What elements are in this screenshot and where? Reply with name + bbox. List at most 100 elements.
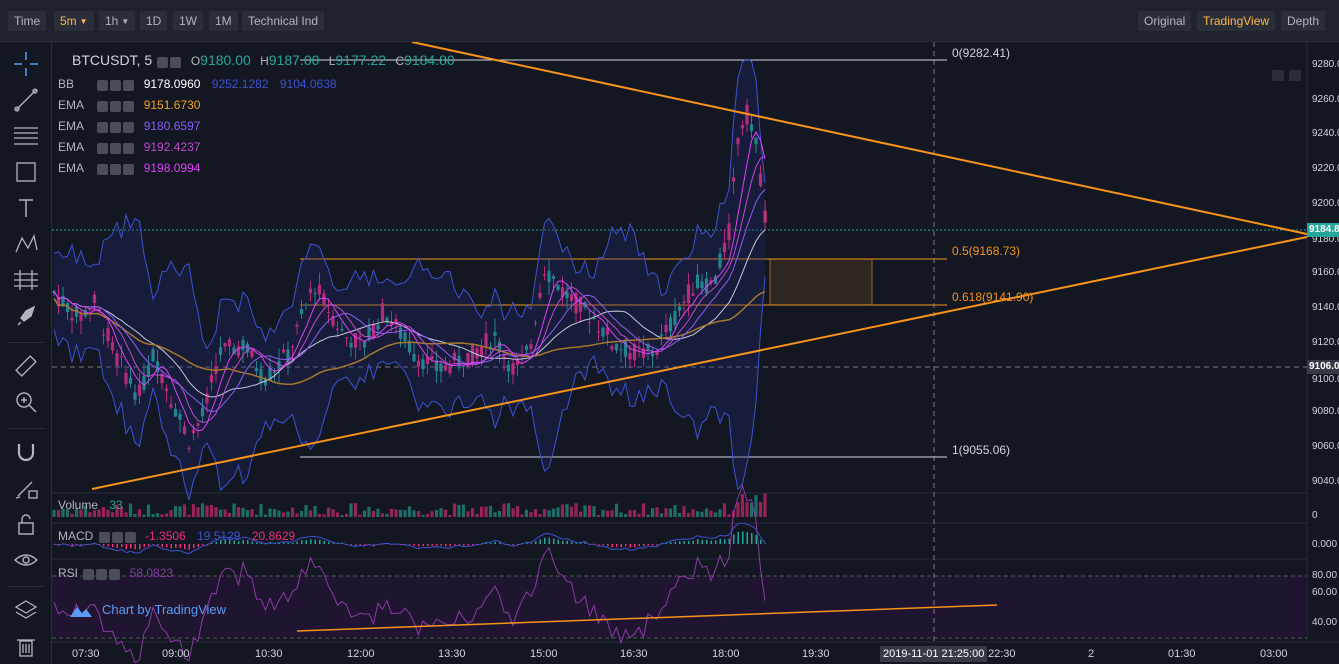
crosshair-icon[interactable] [12, 50, 40, 78]
candle-body [308, 288, 313, 294]
trash-icon[interactable] [12, 632, 40, 660]
candle-body [133, 392, 137, 400]
volume-bar [641, 503, 646, 517]
time-button[interactable]: Time [8, 11, 47, 31]
macd-value-1: -1.3506 [145, 529, 186, 543]
gear-icon[interactable] [111, 532, 123, 544]
eye-icon[interactable] [97, 164, 109, 176]
ema-controls[interactable] [97, 162, 136, 176]
ema-name: EMA [58, 98, 85, 112]
macd-line [53, 522, 766, 555]
volume-bar [367, 506, 371, 517]
volume-bar [304, 505, 308, 517]
eye-icon[interactable] [98, 532, 110, 544]
volume-bar [407, 506, 412, 517]
candle-body [551, 276, 556, 279]
volume-bar [106, 509, 110, 517]
chart-area[interactable]: BTCUSDT, 5 O9180.00 H9187.00 L9177.22 C9… [52, 42, 1339, 664]
zoom-icon[interactable] [12, 388, 40, 416]
close-icon[interactable] [123, 143, 135, 155]
volume-bar [124, 512, 128, 517]
tradingview-view-button[interactable]: TradingView [1197, 11, 1276, 31]
measure-lines-icon[interactable] [12, 266, 40, 294]
legend-controls[interactable] [157, 55, 183, 69]
eye-icon[interactable] [83, 569, 95, 581]
ema-controls[interactable] [97, 141, 136, 155]
ohlc-legend: BTCUSDT, 5 O9180.00 H9187.00 L9177.22 C9… [58, 52, 455, 69]
eye-icon[interactable] [12, 546, 40, 574]
interval-5m-dropdown[interactable]: 5m ▼ [54, 11, 94, 31]
candle-body [349, 342, 353, 348]
magnet-icon[interactable] [12, 438, 40, 466]
candle-body [727, 223, 731, 240]
candle-body [565, 291, 569, 299]
pattern-icon[interactable] [12, 230, 40, 258]
candle-body [718, 253, 722, 268]
price-chart-canvas[interactable] [52, 42, 1339, 664]
eye-icon[interactable] [97, 101, 109, 113]
gear-icon[interactable] [96, 569, 108, 581]
eye-icon[interactable] [97, 122, 109, 134]
ema-controls[interactable] [97, 120, 136, 134]
candle-body [637, 346, 641, 348]
close-icon[interactable] [123, 80, 135, 92]
macd-histogram-bar [116, 544, 118, 549]
macd-histogram-bar [112, 544, 114, 548]
rocket-icon[interactable] [12, 302, 40, 330]
candle-body [736, 138, 740, 145]
original-view-button[interactable]: Original [1138, 11, 1192, 31]
text-icon[interactable] [12, 194, 40, 222]
interval-1h-dropdown[interactable]: 1h ▼ [99, 11, 136, 31]
ema-controls[interactable] [97, 99, 136, 113]
depth-view-button[interactable]: Depth [1281, 11, 1326, 31]
volume-bar [344, 513, 349, 517]
close-icon[interactable] [109, 569, 121, 581]
tradingview-brand-link[interactable]: Chart by TradingView [68, 602, 226, 622]
fib-level-0: 0(9282.41) [952, 46, 1011, 60]
interval-1m-button[interactable]: 1M [209, 11, 238, 31]
bb-controls[interactable] [97, 78, 136, 92]
ruler-icon[interactable] [12, 352, 40, 380]
volume-bar [250, 509, 254, 517]
macd-controls[interactable] [98, 530, 138, 544]
volume-bar [569, 506, 574, 517]
technical-indicators-button[interactable]: Technical Ind [242, 11, 325, 31]
close-icon[interactable] [123, 101, 135, 113]
close-icon[interactable] [124, 532, 136, 544]
rsi-controls[interactable] [83, 567, 122, 581]
candle-body [529, 344, 533, 349]
macd-histogram-bar [332, 543, 334, 544]
pencil-lock-icon[interactable] [12, 474, 40, 502]
lock-icon[interactable] [12, 510, 40, 538]
macd-histogram-bar [211, 542, 213, 544]
gear-icon[interactable] [110, 122, 122, 134]
gear-icon[interactable] [110, 143, 122, 155]
gear-icon[interactable] [110, 164, 122, 176]
interval-1d-button[interactable]: 1D [140, 11, 168, 31]
candle-body [448, 367, 452, 374]
macd-histogram-bar [305, 540, 307, 544]
eye-icon[interactable] [97, 80, 109, 92]
fib-icon[interactable] [12, 122, 40, 150]
volume-bar [556, 507, 560, 517]
gear-icon[interactable] [110, 101, 122, 113]
rectangle-icon[interactable] [12, 158, 40, 186]
gear-icon[interactable] [110, 80, 122, 92]
interval-1w-button[interactable]: 1W [173, 11, 203, 31]
macd-histogram-bar [130, 544, 132, 549]
volume-bar [61, 509, 65, 517]
price-tick: 9060.00 [1312, 441, 1339, 452]
candle-body [290, 346, 295, 348]
layers-icon[interactable] [12, 596, 40, 624]
trend-line-icon[interactable] [12, 86, 40, 114]
close-icon[interactable] [123, 164, 135, 176]
candle-body [232, 347, 236, 355]
eye-icon[interactable] [157, 57, 169, 69]
candle-body [335, 328, 340, 330]
candle-body [673, 310, 677, 326]
candle-body [686, 284, 691, 304]
gear-icon[interactable] [170, 57, 182, 69]
volume-bar [686, 512, 691, 517]
eye-icon[interactable] [97, 143, 109, 155]
close-icon[interactable] [123, 122, 135, 134]
